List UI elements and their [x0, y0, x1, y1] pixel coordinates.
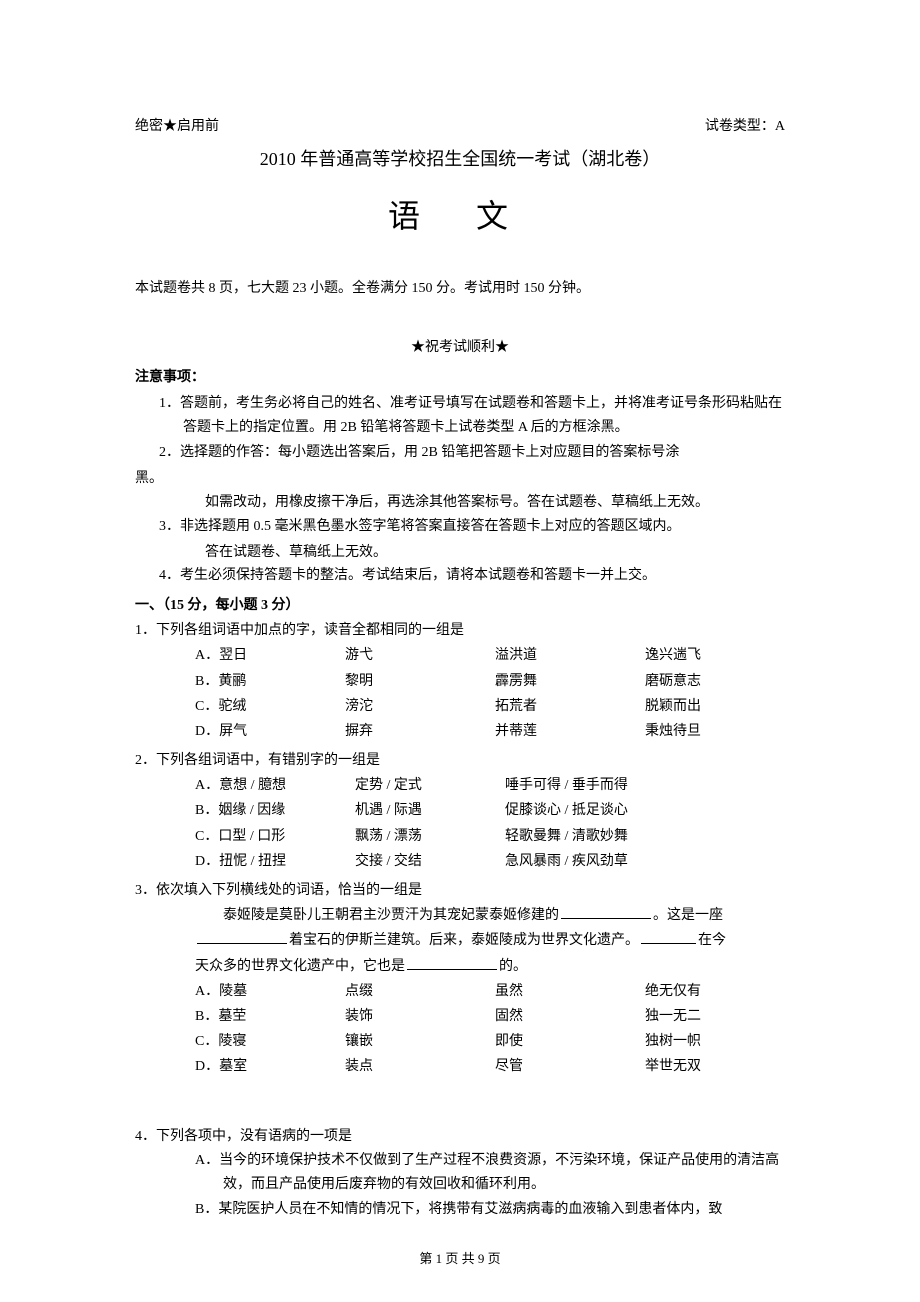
blank-4 [407, 956, 497, 970]
notice-2b: 如需改动，用橡皮擦干净后，再选涂其他答案标号。答在试题卷、草稿纸上无效。 [135, 491, 785, 515]
q2-a-3: 唾手可得 / 垂手而得 [505, 773, 785, 798]
q3-line2: 着宝石的伊斯兰建筑。后来，泰姬陵成为世界文化遗产。在今 [195, 928, 785, 953]
q3-a-2: 点缀 [345, 979, 495, 1004]
blank-2 [197, 930, 287, 944]
q1-c-3: 拓荒者 [495, 694, 645, 719]
q3-c-1: C．陵寝 [195, 1029, 345, 1054]
q3-c-2: 镶嵌 [345, 1029, 495, 1054]
q4-opt-b: B．某院医护人员在不知情的情况下，将携带有艾滋病病毒的血液输入到患者体内，致 [195, 1198, 785, 1222]
q3-d-4: 举世无双 [645, 1054, 785, 1079]
subject-title: 语 文 [135, 191, 785, 237]
notice-3a: 3．非选择题用 0.5 毫米黑色墨水签字笔将答案直接答在答题卡上对应的答题区域内… [135, 515, 785, 539]
q2-c-2: 飘荡 / 漂荡 [355, 824, 505, 849]
q3-line1: 泰姬陵是莫卧儿王朝君主沙贾汗为其宠妃蒙泰姬修建的。这是一座 [195, 903, 785, 928]
q1-d-4: 秉烛待旦 [645, 719, 785, 744]
q3-d-3: 尽管 [495, 1054, 645, 1079]
q1-c-4: 脱颖而出 [645, 694, 785, 719]
q2-d-2: 交接 / 交结 [355, 849, 505, 874]
q2-b-1: B．姻缘 / 因缘 [195, 798, 355, 823]
q1-a-4: 逸兴遄飞 [645, 643, 785, 668]
page-footer: 第 1 页 共 9 页 [0, 1248, 920, 1267]
q4-options: A．当今的环境保护技术不仅做到了生产过程不浪费资源，不污染环境，保证产品使用的清… [135, 1149, 785, 1222]
notice-2-hei: 黑。 [135, 467, 785, 491]
q3-stem: 3．依次填入下列横线处的词语，恰当的一组是 [135, 878, 785, 903]
q1-d-2: 摒弃 [345, 719, 495, 744]
q4-stem: 4．下列各项中，没有语病的一项是 [135, 1124, 785, 1149]
header-row: 绝密★启用前 试卷类型：A [135, 115, 785, 135]
q2-options: A．意想 / 臆想 定势 / 定式 唾手可得 / 垂手而得 B．姻缘 / 因缘 … [135, 773, 785, 874]
notice-1: 1．答题前，考生务必将自己的姓名、准考证号填写在试题卷和答题卡上，并将准考证号条… [135, 392, 785, 440]
q1-b-2: 黎明 [345, 669, 495, 694]
q1-b-1: B．黄鹂 [195, 669, 345, 694]
q2-c-1: C．口型 / 口形 [195, 824, 355, 849]
q3-options: A．陵墓 点缀 虽然 绝无仅有 B．墓茔 装饰 固然 独一无二 C．陵寝 镶嵌 … [135, 979, 785, 1080]
blank-1 [561, 905, 651, 919]
q3-b-1: B．墓茔 [195, 1004, 345, 1029]
section-1-head: 一、（15 分，每小题 3 分） [135, 594, 785, 614]
notice-4: 4．考生必须保持答题卡的整洁。考试结束后，请将本试题卷和答题卡一并上交。 [135, 564, 785, 588]
q3-d-1: D．墓室 [195, 1054, 345, 1079]
q1-b-4: 磨砺意志 [645, 669, 785, 694]
blank-3 [641, 930, 696, 944]
q2-b-2: 机遇 / 际遇 [355, 798, 505, 823]
q1-b-3: 霹雳舞 [495, 669, 645, 694]
header-left: 绝密★启用前 [135, 115, 219, 135]
q3-a-4: 绝无仅有 [645, 979, 785, 1004]
q3-passage: 泰姬陵是莫卧儿王朝君主沙贾汗为其宠妃蒙泰姬修建的。这是一座 着宝石的伊斯兰建筑。… [135, 903, 785, 979]
q1-a-2: 游弋 [345, 643, 495, 668]
q2-d-1: D．扭怩 / 扭捏 [195, 849, 355, 874]
q3-a-1: A．陵墓 [195, 979, 345, 1004]
q3-c-3: 即使 [495, 1029, 645, 1054]
question-4: 4．下列各项中，没有语病的一项是 A．当今的环境保护技术不仅做到了生产过程不浪费… [135, 1124, 785, 1223]
q3-b-2: 装饰 [345, 1004, 495, 1029]
q1-d-1: D．屏气 [195, 719, 345, 744]
notice-2a: 2．选择题的作答：每小题选出答案后，用 2B 铅笔把答题卡上对应题目的答案标号涂 [135, 441, 785, 465]
q3-b-4: 独一无二 [645, 1004, 785, 1029]
q1-c-2: 滂沱 [345, 694, 495, 719]
notice-3b: 答在试题卷、草稿纸上无效。 [135, 541, 785, 565]
q3-a-3: 虽然 [495, 979, 645, 1004]
q2-c-3: 轻歌曼舞 / 清歌妙舞 [505, 824, 785, 849]
q2-stem: 2．下列各组词语中，有错别字的一组是 [135, 748, 785, 773]
q2-d-3: 急风暴雨 / 疾风劲草 [505, 849, 785, 874]
q1-a-3: 溢洪道 [495, 643, 645, 668]
q3-b-3: 固然 [495, 1004, 645, 1029]
q1-d-3: 并蒂莲 [495, 719, 645, 744]
question-1: 1．下列各组词语中加点的字，读音全都相同的一组是 A．翌日 游弋 溢洪道 逸兴遄… [135, 618, 785, 744]
q1-a-1: A．翌日 [195, 643, 345, 668]
question-3: 3．依次填入下列横线处的词语，恰当的一组是 泰姬陵是莫卧儿王朝君主沙贾汗为其宠妃… [135, 878, 785, 1080]
q1-stem: 1．下列各组词语中加点的字，读音全都相同的一组是 [135, 618, 785, 643]
q3-d-2: 装点 [345, 1054, 495, 1079]
intro-text: 本试题卷共 8 页，七大题 23 小题。全卷满分 150 分。考试用时 150 … [135, 277, 785, 301]
q3-c-4: 独树一帜 [645, 1029, 785, 1054]
q4-opt-a: A．当今的环境保护技术不仅做到了生产过程不浪费资源，不污染环境，保证产品使用的清… [195, 1149, 785, 1197]
notice-title: 注意事项： [135, 366, 785, 386]
notice-list: 1．答题前，考生务必将自己的姓名、准考证号填写在试题卷和答题卡上，并将准考证号条… [135, 392, 785, 588]
question-2: 2．下列各组词语中，有错别字的一组是 A．意想 / 臆想 定势 / 定式 唾手可… [135, 748, 785, 874]
q3-line3: 天众多的世界文化遗产中，它也是的。 [195, 954, 785, 979]
q2-a-2: 定势 / 定式 [355, 773, 505, 798]
wish-text: ★祝考试顺利★ [135, 336, 785, 356]
q2-a-1: A．意想 / 臆想 [195, 773, 355, 798]
header-right: 试卷类型：A [705, 115, 785, 135]
q1-c-1: C．驼绒 [195, 694, 345, 719]
exam-title: 2010 年普通高等学校招生全国统一考试（湖北卷） [135, 145, 785, 171]
q2-b-3: 促膝谈心 / 抵足谈心 [505, 798, 785, 823]
q1-options: A．翌日 游弋 溢洪道 逸兴遄飞 B．黄鹂 黎明 霹雳舞 磨砺意志 C．驼绒 滂… [135, 643, 785, 744]
